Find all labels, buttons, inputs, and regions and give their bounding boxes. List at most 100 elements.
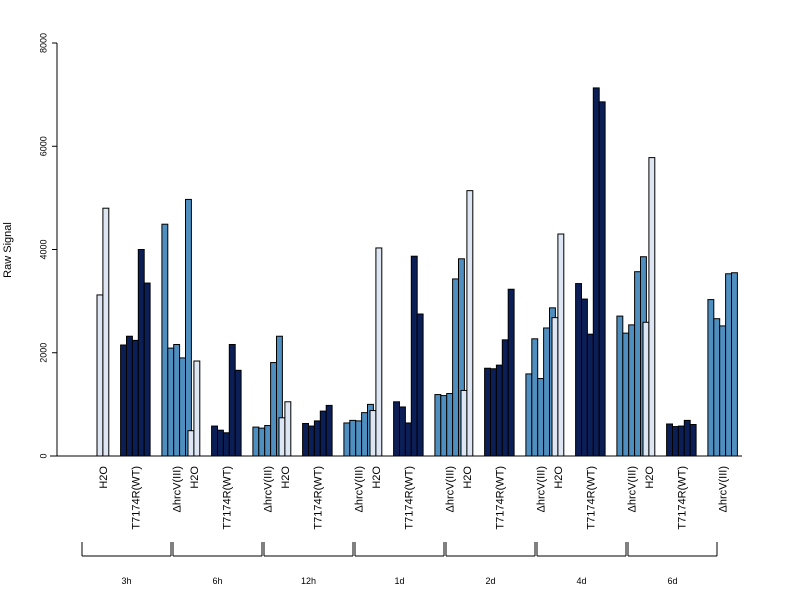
time-label: 6d	[667, 576, 677, 586]
y-axis: 0 2000 4000 6000 8000	[38, 33, 58, 459]
condition-label: H2O	[644, 466, 656, 489]
bar	[343, 422, 351, 457]
bar	[211, 425, 219, 457]
bar	[193, 360, 201, 457]
bar	[369, 410, 377, 457]
bar	[537, 378, 545, 457]
bar	[302, 422, 310, 457]
time-label: 1d	[394, 576, 404, 586]
bar	[719, 325, 727, 457]
bar	[399, 406, 406, 457]
y-tick-label: 2000	[38, 343, 48, 363]
bar	[173, 343, 181, 457]
bar	[96, 294, 104, 457]
bar	[490, 368, 497, 457]
bar	[531, 338, 539, 457]
y-axis-title: Raw Signal	[2, 222, 14, 278]
bar	[410, 255, 418, 457]
bar	[167, 347, 175, 457]
bar	[731, 272, 738, 457]
bar	[440, 395, 448, 457]
bar	[187, 430, 195, 457]
bar	[126, 335, 133, 457]
bar	[598, 101, 606, 457]
bar	[525, 373, 533, 457]
condition-label: T7174R(WT)	[403, 466, 415, 530]
bar	[713, 318, 721, 457]
condition-label: H2O	[371, 466, 383, 489]
condition-label: T7174R(WT)	[585, 466, 597, 530]
condition-label: T7174R(WT)	[494, 466, 506, 530]
bar	[270, 362, 278, 457]
bar	[460, 389, 468, 457]
bar	[495, 364, 503, 457]
time-label: 12h	[301, 576, 316, 586]
condition-label: T7174R(WT)	[676, 466, 688, 530]
bar	[361, 412, 369, 457]
time-axis: 3h 6h 12h 1d 2d 4d 6d	[81, 542, 718, 586]
time-label: 3h	[121, 576, 131, 586]
y-tick-label: 0	[38, 453, 48, 458]
bar	[349, 419, 357, 457]
bar	[252, 426, 260, 457]
bar	[575, 283, 582, 457]
bar	[622, 332, 630, 457]
bar	[446, 393, 454, 457]
bar	[543, 327, 550, 457]
y-tick-label: 4000	[38, 239, 48, 259]
bar	[707, 299, 715, 457]
bar	[131, 339, 139, 457]
bar	[222, 432, 230, 457]
bar	[581, 298, 588, 457]
bar	[557, 233, 565, 457]
bar	[507, 288, 515, 457]
bar	[434, 394, 442, 457]
bar	[501, 339, 509, 457]
y-tick-label: 6000	[38, 136, 48, 156]
condition-label: H2O	[553, 466, 565, 489]
condition-label: ΔhrcV(III)	[627, 466, 639, 512]
bar	[616, 315, 624, 457]
bar	[404, 422, 412, 457]
bar	[308, 425, 315, 457]
bar	[416, 313, 424, 457]
bars	[96, 87, 738, 457]
condition-label: ΔhrcV(III)	[354, 466, 366, 512]
condition-label: H2O	[462, 466, 474, 489]
condition-label: H2O	[189, 466, 201, 489]
condition-label: ΔhrcV(III)	[718, 466, 730, 512]
condition-label: T7174R(WT)	[130, 466, 142, 530]
bar	[452, 278, 460, 457]
bar	[258, 427, 266, 457]
bar	[264, 425, 272, 457]
bar	[102, 207, 110, 457]
condition-label: ΔhrcV(III)	[445, 466, 457, 512]
condition-label: ΔhrcV(III)	[172, 466, 184, 512]
bar	[725, 273, 732, 457]
bar	[179, 357, 187, 457]
bar	[648, 157, 656, 457]
condition-label: T7174R(WT)	[312, 466, 324, 530]
bar	[313, 420, 321, 457]
condition-label: H2O	[280, 466, 292, 489]
time-label: 2d	[485, 576, 495, 586]
bar	[234, 369, 242, 457]
bar	[278, 417, 286, 457]
bar	[642, 321, 650, 457]
bar	[355, 420, 363, 457]
time-label: 6h	[212, 576, 222, 586]
bar	[143, 282, 151, 457]
bar	[634, 271, 641, 457]
y-tick-label: 8000	[38, 33, 48, 53]
bar	[666, 423, 673, 457]
bar	[677, 425, 685, 457]
bar	[628, 324, 636, 457]
bar	[319, 410, 327, 457]
bar	[161, 223, 169, 457]
bar	[393, 401, 401, 457]
bar	[466, 190, 474, 457]
bar	[120, 344, 127, 457]
bar	[375, 247, 383, 457]
condition-label: T7174R(WT)	[221, 466, 233, 530]
